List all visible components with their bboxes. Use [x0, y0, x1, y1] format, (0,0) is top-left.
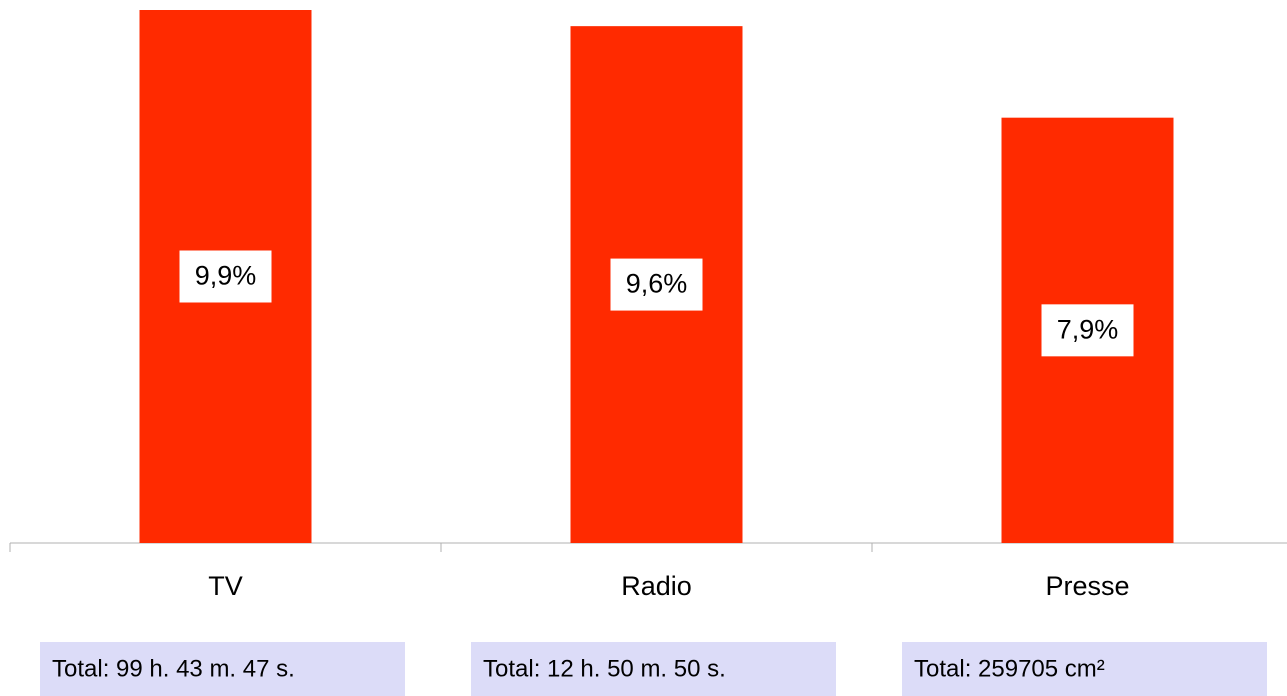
x-tick-label: TV [208, 571, 243, 601]
value-label: 9,9% [195, 261, 257, 291]
footnote-box [902, 642, 1267, 696]
x-tick-label: Radio [621, 571, 692, 601]
value-label-box [179, 250, 272, 303]
value-label-box [1041, 304, 1134, 357]
footnote-box [471, 642, 836, 696]
value-label: 9,6% [626, 269, 688, 299]
footnote: Total: 99 h. 43 m. 47 s. [52, 655, 295, 682]
x-tick-label: Presse [1045, 571, 1129, 601]
value-label-box [610, 258, 703, 311]
footnote: Total: 259705 cm² [914, 655, 1105, 682]
footnote: Total: 12 h. 50 m. 50 s. [483, 655, 726, 682]
value-label: 7,9% [1057, 314, 1119, 344]
footnote-box [40, 642, 405, 696]
